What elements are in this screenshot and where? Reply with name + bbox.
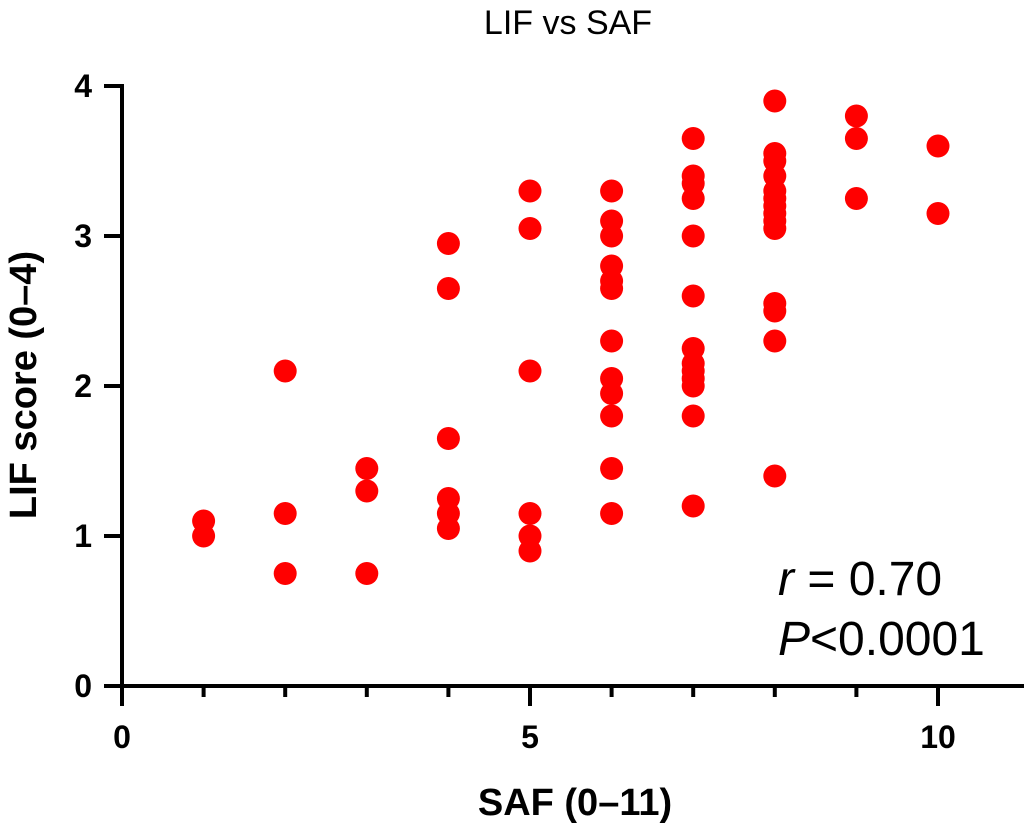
data-point (681, 127, 705, 150)
data-point (763, 89, 787, 113)
x-axis-ticks: 0 5 10 (113, 686, 956, 755)
y-tick-label: 4 (74, 68, 92, 104)
data-point (681, 404, 705, 428)
x-axis-label: SAF (0–11) (478, 782, 672, 824)
data-point (600, 329, 624, 353)
data-point (436, 517, 460, 540)
data-point (600, 224, 624, 248)
data-point (600, 382, 624, 405)
p-symbol: P (778, 613, 810, 666)
data-point (273, 359, 297, 383)
r-symbol: r (778, 553, 796, 606)
data-point (844, 187, 868, 210)
data-point (926, 134, 950, 158)
chart-title: LIF vs SAF (484, 4, 652, 42)
data-point (518, 179, 542, 203)
data-point (844, 104, 868, 128)
data-point (436, 277, 460, 300)
y-tick-label: 2 (74, 368, 92, 404)
data-point (844, 127, 868, 150)
data-point (518, 539, 542, 563)
data-point (763, 217, 787, 240)
y-axis-label: LIF score (0–4) (3, 251, 45, 519)
data-point (355, 479, 379, 503)
data-point (518, 502, 542, 525)
x-tick-label: 0 (113, 719, 131, 755)
scatter-points (192, 89, 950, 585)
data-point (273, 502, 297, 525)
y-axis-ticks: 0 1 2 3 4 (74, 68, 122, 704)
data-point (681, 284, 705, 308)
data-point (600, 502, 624, 525)
data-point (436, 232, 460, 255)
data-point (600, 457, 624, 480)
r-annotation: r = 0.70 (778, 553, 942, 606)
data-point (763, 464, 787, 488)
data-point (273, 562, 297, 585)
data-point (436, 427, 460, 450)
data-point (763, 329, 787, 353)
p-annotation: P<0.0001 (778, 613, 985, 666)
data-point (600, 179, 624, 203)
data-point (763, 299, 787, 323)
data-point (355, 457, 379, 480)
data-point (681, 374, 705, 398)
data-point (681, 224, 705, 248)
data-point (192, 524, 216, 548)
y-tick-label: 3 (74, 218, 92, 254)
data-point (600, 277, 624, 300)
x-tick-label: 5 (521, 719, 539, 755)
y-tick-label: 0 (74, 668, 92, 704)
data-point (355, 562, 379, 585)
data-point (926, 202, 950, 225)
r-value: = 0.70 (794, 553, 942, 606)
data-point (600, 404, 624, 428)
y-tick-label: 1 (74, 518, 92, 554)
data-point (681, 187, 705, 210)
p-value: <0.0001 (810, 613, 985, 666)
data-point (518, 359, 542, 383)
data-point (681, 494, 705, 518)
x-tick-label: 10 (920, 719, 956, 755)
data-point (518, 217, 542, 240)
